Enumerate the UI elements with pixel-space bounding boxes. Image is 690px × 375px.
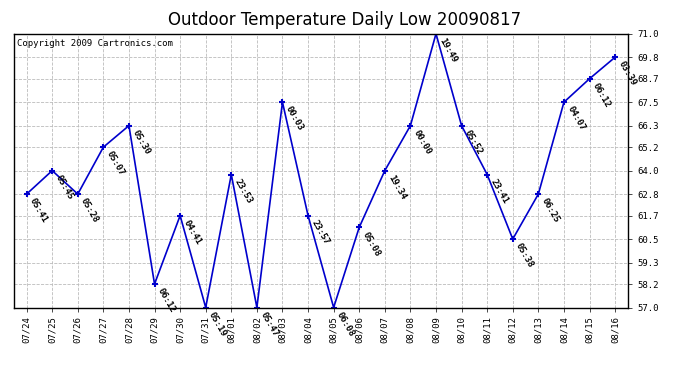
Text: 23:57: 23:57 xyxy=(309,218,331,246)
Text: 05:30: 05:30 xyxy=(130,128,152,156)
Text: 05:45: 05:45 xyxy=(54,173,75,201)
Text: 04:41: 04:41 xyxy=(181,218,203,246)
Text: 00:03: 00:03 xyxy=(284,105,305,133)
Text: 06:25: 06:25 xyxy=(540,197,561,225)
Text: Outdoor Temperature Daily Low 20090817: Outdoor Temperature Daily Low 20090817 xyxy=(168,11,522,29)
Text: 05:07: 05:07 xyxy=(105,150,126,178)
Text: 19:34: 19:34 xyxy=(386,173,407,201)
Text: 05:38: 05:38 xyxy=(514,242,535,270)
Text: 06:08: 06:08 xyxy=(335,310,356,338)
Text: 04:07: 04:07 xyxy=(565,105,586,133)
Text: 05:19: 05:19 xyxy=(207,310,228,338)
Text: 06:12: 06:12 xyxy=(591,81,612,109)
Text: 05:52: 05:52 xyxy=(463,128,484,156)
Text: 00:00: 00:00 xyxy=(412,128,433,156)
Text: 23:53: 23:53 xyxy=(233,177,254,205)
Text: Copyright 2009 Cartronics.com: Copyright 2009 Cartronics.com xyxy=(17,39,172,48)
Text: 05:08: 05:08 xyxy=(361,230,382,258)
Text: 05:41: 05:41 xyxy=(28,197,49,225)
Text: 23:41: 23:41 xyxy=(489,177,510,205)
Text: 03:39: 03:39 xyxy=(616,60,638,88)
Text: 05:47: 05:47 xyxy=(258,310,279,338)
Text: 19:49: 19:49 xyxy=(437,36,459,64)
Text: 06:12: 06:12 xyxy=(156,287,177,315)
Text: 05:28: 05:28 xyxy=(79,197,100,225)
